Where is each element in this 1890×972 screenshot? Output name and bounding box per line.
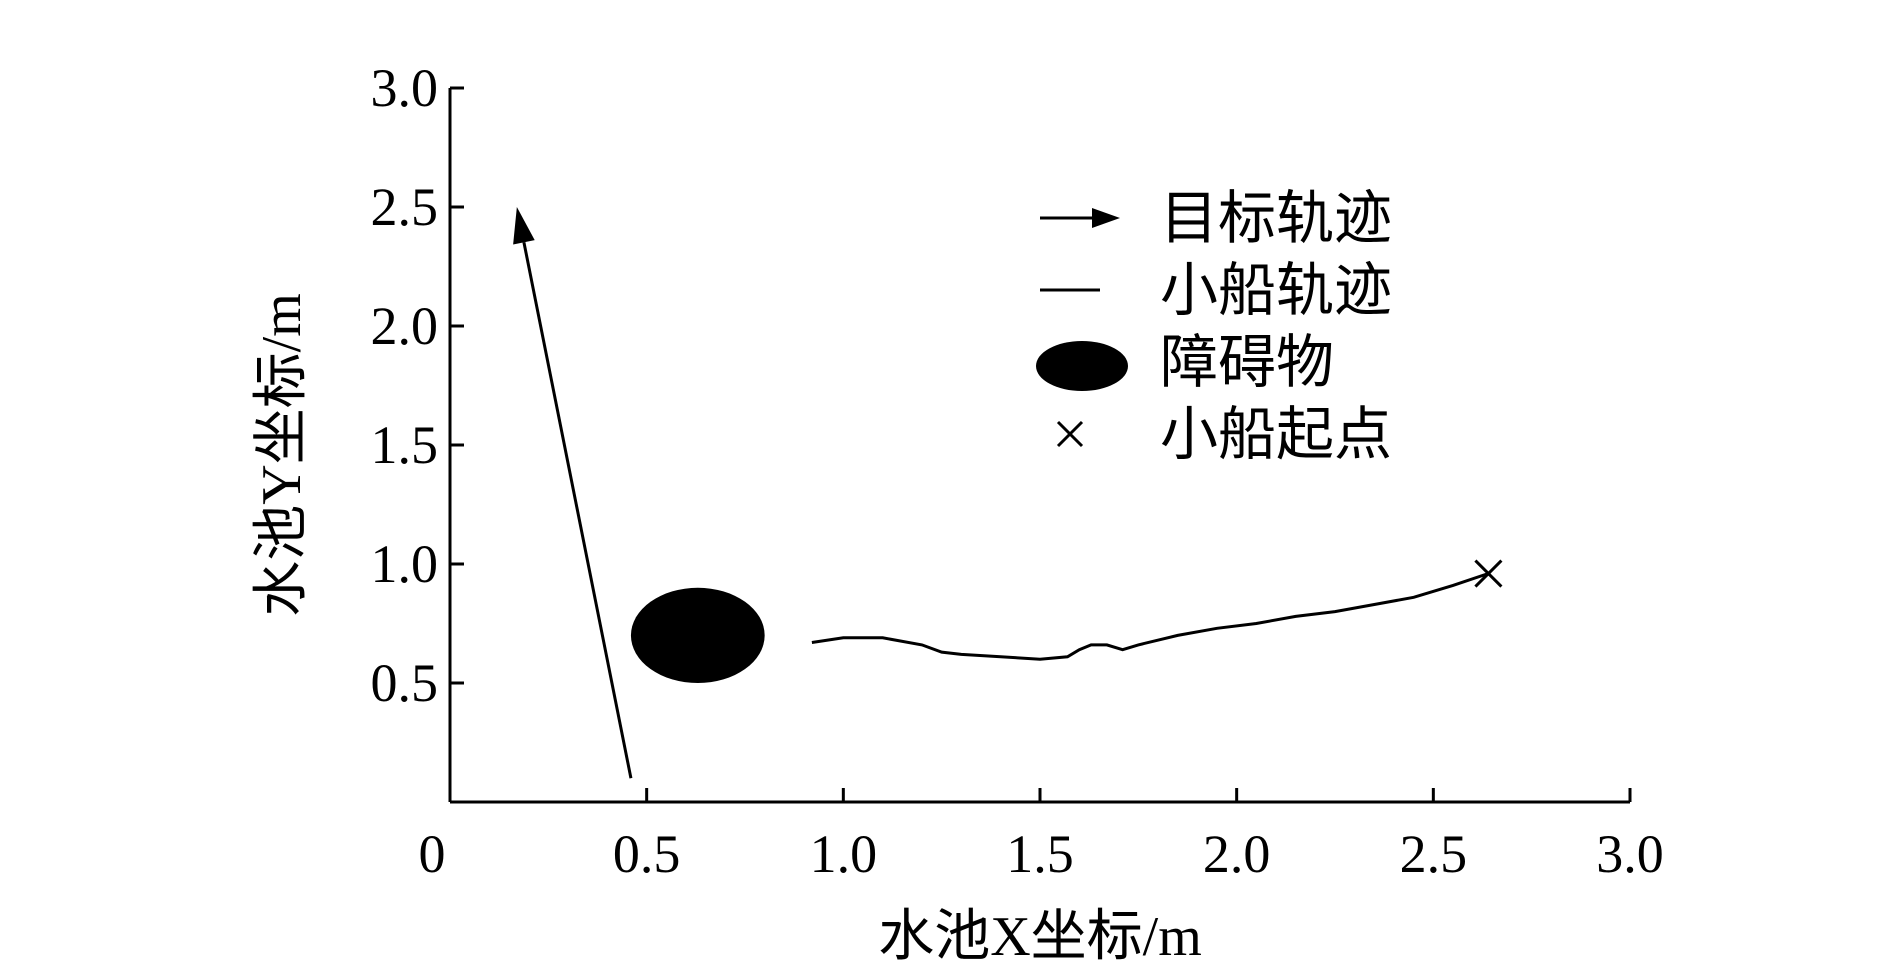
x-tick-label: 2.5: [1400, 824, 1468, 884]
obstacle-ellipse: [630, 587, 765, 684]
x-tick-label: 2.0: [1203, 824, 1271, 884]
boat-start-x-stroke: [1474, 559, 1503, 588]
y-tick-label: 2.5: [371, 177, 439, 237]
legend-arrowhead: [1092, 208, 1120, 228]
x-ticks: 0 0.5 1.0 1.5 2.0 2.5 3.0: [419, 788, 1664, 884]
y-tick-label: 2.0: [371, 296, 439, 356]
target-trajectory-arrowhead: [513, 207, 535, 245]
y-tick-label: 3.0: [371, 58, 439, 118]
x-axis-label: 水池X坐标/m: [878, 906, 1202, 968]
legend-item: 小船轨迹: [1040, 258, 1392, 323]
x-tick-label: 1.5: [1006, 824, 1074, 884]
y-ticks: 0.5 1.0 1.5 2.0 2.5 3.0: [371, 58, 464, 713]
x-tick-label: 3.0: [1596, 824, 1664, 884]
legend-ellipse: [1036, 341, 1128, 391]
x-tick-label: 0.5: [613, 824, 681, 884]
boat-start-marker: [1474, 559, 1503, 588]
x-tick-label: 0: [419, 824, 446, 884]
legend-item: 障碍物: [1036, 330, 1334, 395]
target-trajectory-line: [522, 242, 633, 779]
legend-item: 目标轨迹: [1040, 186, 1392, 251]
plot-area: [513, 207, 1503, 779]
boat-trajectory-line: [811, 572, 1489, 661]
axes: [448, 88, 1630, 804]
legend-label: 障碍物: [1160, 330, 1334, 395]
y-axis-label: 水池Y坐标/m: [251, 293, 313, 617]
x-tick-label: 1.0: [810, 824, 878, 884]
y-tick-label: 1.0: [371, 534, 439, 594]
y-tick-label: 1.5: [371, 415, 439, 475]
legend-label: 小船轨迹: [1160, 258, 1392, 323]
legend-label: 目标轨迹: [1160, 186, 1392, 251]
legend-label: 小船起点: [1160, 402, 1392, 467]
y-tick-label: 0.5: [371, 653, 439, 713]
legend-x-stroke: [1056, 420, 1084, 448]
legend-item: 小船起点: [1056, 402, 1392, 467]
